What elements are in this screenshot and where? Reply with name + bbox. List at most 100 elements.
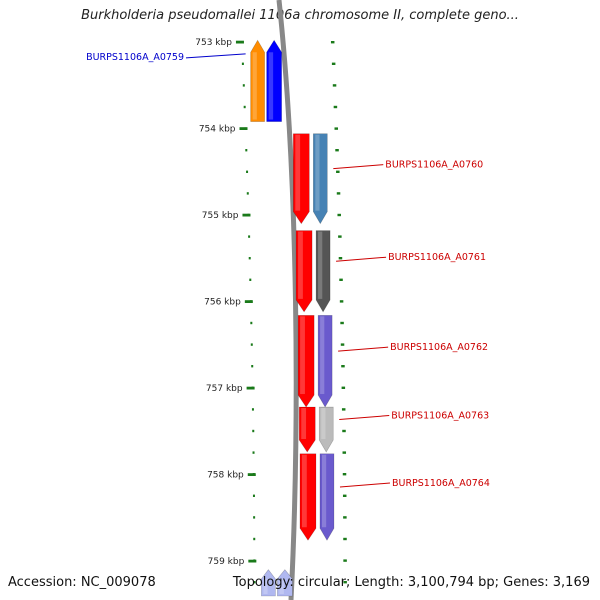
ruler-right-tick [336, 192, 341, 195]
ruler-tick-label: 759 kbp [208, 557, 245, 567]
gene-cog-arrow [318, 406, 334, 453]
ruler-right-tick [336, 170, 340, 173]
ruler-right-tick [330, 41, 335, 44]
ruler-right-tick [343, 581, 347, 584]
ruler-minor-tick [253, 516, 256, 519]
gene-cog-arrow-shine [320, 316, 325, 395]
gene-cog-arrow [250, 39, 265, 122]
ruler-tick-label: 754 kbp [199, 125, 236, 135]
gene-cog-arrow [317, 315, 333, 408]
gene-orf-arrow [299, 453, 317, 541]
gene-cog-arrow [315, 230, 331, 313]
ruler-minor-tick [242, 84, 245, 87]
ruler-minor-tick [246, 170, 249, 173]
ruler-major-tick [244, 300, 253, 303]
accession-text: Accession: NC_009078 [8, 575, 156, 590]
gene-orf-arrow-shine [279, 578, 284, 594]
ruler-minor-tick [246, 192, 249, 195]
ruler-right-tick [342, 494, 347, 497]
kbp-ruler: 753 kbp 754 kbp 755 kbp 756 kbp 757 kbp 758 k… [195, 38, 347, 584]
ruler-major-tick [242, 213, 251, 217]
gene-label-leader [339, 482, 391, 488]
gene-cog-arrow-shine [321, 408, 326, 440]
gene-label: BURPS1106A_A0764 [392, 478, 490, 489]
gene-orf-arrow-shine [301, 408, 307, 440]
ruler-right-tick [342, 473, 347, 476]
gene-cog-arrow-shine [321, 454, 327, 528]
ruler-minor-tick [252, 451, 255, 454]
gene-label: BURPS1106A_A0763 [391, 411, 489, 422]
ruler-right-tick [340, 343, 345, 346]
ruler-minor-tick [252, 429, 255, 433]
gene-track [250, 39, 335, 597]
ruler-minor-tick [253, 581, 256, 584]
genome-summary-text: Topology: circular; Length: 3,100,794 bp… [232, 575, 590, 590]
gene-cog-arrow [261, 569, 276, 597]
gene-orf-arrow [277, 569, 293, 597]
ruler-right-tick [341, 365, 345, 368]
ruler-tick-label: 757 kbp [206, 384, 243, 394]
ruler-major-tick [247, 473, 256, 476]
gene-orf-arrow-shine [301, 454, 307, 528]
ruler-right-tick [343, 537, 347, 541]
gene-orf-arrow [292, 133, 310, 225]
gene-cog-arrow [312, 133, 328, 225]
gene-cog-arrow-shine [318, 231, 323, 299]
ruler-right-tick [342, 429, 346, 433]
gene-label: BURPS1106A_A0762 [390, 342, 488, 353]
gene-label-leader [339, 415, 390, 421]
gene-cog-arrow-shine [263, 578, 268, 594]
ruler-minor-tick [241, 62, 244, 65]
ruler-right-tick [338, 257, 343, 260]
gene-label: BURPS1106A_A0760 [385, 160, 483, 171]
gene-orf-arrow-shine [295, 134, 301, 211]
ruler-right-tick [333, 105, 338, 109]
ruler-major-tick [248, 559, 257, 563]
ruler-minor-tick [253, 537, 256, 541]
gene-label-leader [336, 256, 387, 262]
gene-cog-arrow-shine [315, 134, 320, 211]
ruler-right-tick [343, 516, 347, 519]
ruler-right-tick [337, 213, 341, 217]
ruler-right-tick [341, 408, 346, 411]
ruler-right-tick [332, 84, 337, 87]
ruler-right-tick [342, 451, 347, 454]
gene-orf-arrow [297, 315, 315, 408]
ruler-right-tick [338, 235, 342, 238]
ruler-tick-label: 756 kbp [204, 298, 241, 308]
gene-cog-arrow [319, 453, 335, 541]
ruler-minor-tick [249, 278, 252, 281]
ruler-major-tick [246, 386, 255, 390]
gene-labels: BURPS1106A_A0759 BURPS1106A_A0760 BURPS110… [86, 52, 490, 489]
ruler-minor-tick [243, 105, 246, 109]
ruler-minor-tick [250, 343, 253, 346]
ruler-minor-tick [251, 365, 254, 368]
gene-label-leader [333, 164, 384, 170]
ruler-minor-tick [248, 257, 251, 260]
chromosome-backbone [276, 0, 299, 600]
map-title: Burkholderia pseudomallei 1106a chromoso… [81, 8, 519, 23]
ruler-minor-tick [252, 494, 255, 497]
gene-orf-arrow-shine [298, 231, 303, 299]
gene-label-leader [185, 53, 246, 59]
ruler-major-tick [235, 40, 244, 44]
gene-label: BURPS1106A_A0761 [388, 252, 486, 263]
ruler-right-tick [339, 300, 344, 303]
gene-orf-arrow-shine [300, 316, 305, 395]
ruler-minor-tick [251, 408, 254, 411]
ruler-right-tick [341, 386, 346, 389]
gene-cog-arrow-shine [252, 52, 257, 120]
ruler-tick-label: 753 kbp [195, 38, 232, 48]
gene-label: BURPS1106A_A0759 [86, 52, 184, 63]
gene-label-leader [338, 346, 389, 352]
ruler-right-tick [331, 62, 336, 65]
gene-orf-arrow-shine [268, 52, 274, 120]
gene-orf-arrow [266, 39, 282, 122]
ruler-right-tick [335, 149, 339, 152]
ruler-right-tick [343, 559, 347, 562]
ruler-minor-tick [248, 235, 251, 238]
ruler-tick-label: 758 kbp [207, 471, 244, 481]
ruler-major-tick [239, 127, 248, 130]
gene-orf-arrow [295, 230, 313, 313]
